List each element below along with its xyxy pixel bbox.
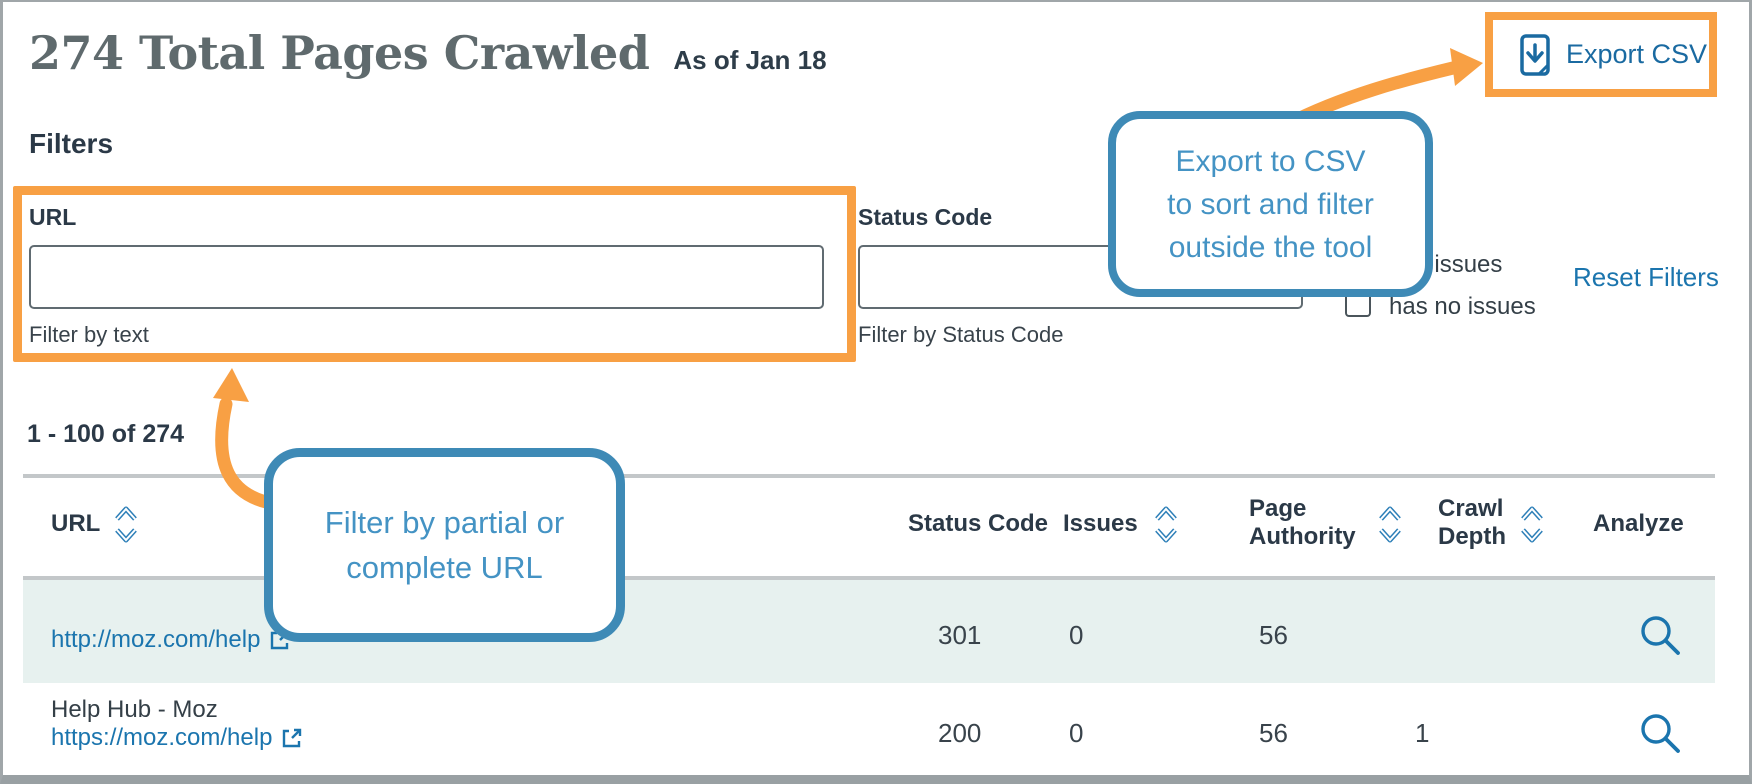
arrowhead-to-export <box>1450 48 1483 86</box>
cell-page-authority: 56 <box>1259 620 1288 650</box>
cell-crawl-depth: 1 <box>1415 718 1430 748</box>
magnifier-icon[interactable] <box>1635 610 1685 665</box>
url-filter-help: Filter by text <box>29 322 149 347</box>
arrowhead-to-url-filter <box>213 368 249 402</box>
url-filter-label: URL <box>29 204 77 230</box>
row-url-text: https://moz.com/help <box>51 724 273 751</box>
cell-issues: 0 <box>1069 718 1084 748</box>
row-page-title: Help Hub - Moz <box>51 696 218 723</box>
column-header-line1: Crawl <box>1438 495 1504 522</box>
as-of-date: As of Jan 18 <box>673 45 827 75</box>
column-header-page-authority[interactable]: Page Authority <box>1249 495 1356 551</box>
sort-chevrons-icon[interactable] <box>1377 504 1403 551</box>
cell-status-code: 200 <box>938 718 982 748</box>
file-download-icon <box>1517 32 1553 78</box>
export-csv-button[interactable]: Export CSV <box>1485 12 1717 97</box>
callout-line: outside the tool <box>1168 230 1373 264</box>
callout-export-csv: Export to CSV to sort and filter outside… <box>1108 111 1433 297</box>
row-url-link[interactable]: https://moz.com/help <box>51 724 303 752</box>
row-url-link[interactable]: http://moz.com/help <box>51 626 291 654</box>
export-csv-label: Export CSV <box>1566 39 1708 69</box>
column-header-issues[interactable]: Issues <box>1063 510 1138 537</box>
cell-issues: 0 <box>1069 620 1084 650</box>
callout-line: Filter by partial or <box>324 505 565 540</box>
callout-line: Export to CSV <box>1175 144 1366 178</box>
external-link-icon <box>280 727 303 750</box>
callout-line: complete URL <box>346 550 543 585</box>
column-header-analyze: Analyze <box>1593 510 1684 537</box>
table-header-divider <box>23 576 1715 580</box>
callout-line: to sort and filter <box>1167 187 1374 221</box>
column-header-line2: Depth <box>1438 523 1506 550</box>
column-header-line1: Page <box>1249 495 1307 522</box>
has-no-issues-label: has no issues <box>1389 293 1536 320</box>
status-filter-help: Filter by Status Code <box>858 322 1064 347</box>
table-row <box>23 683 1715 775</box>
reset-filters-link[interactable]: Reset Filters <box>1573 262 1719 292</box>
column-header-line2: Authority <box>1249 523 1356 550</box>
page-header: 274 Total Pages Crawled As of Jan 18 <box>29 26 827 80</box>
status-filter-label: Status Code <box>858 204 993 230</box>
url-filter-input[interactable] <box>29 245 824 309</box>
magnifier-icon[interactable] <box>1635 708 1685 763</box>
pagination-range: 1 - 100 of 274 <box>27 420 185 448</box>
sort-chevrons-icon[interactable] <box>1519 504 1545 551</box>
column-header-status-code: Status Code <box>908 510 1049 537</box>
cell-page-authority: 56 <box>1259 718 1288 748</box>
filters-heading: Filters <box>29 128 114 159</box>
row-url-text: http://moz.com/help <box>51 626 261 653</box>
column-header-url[interactable]: URL <box>51 510 101 537</box>
sort-chevrons-icon[interactable] <box>113 504 139 551</box>
sort-chevrons-icon[interactable] <box>1153 504 1179 551</box>
page-title: 274 Total Pages Crawled <box>29 26 650 80</box>
cell-status-code: 301 <box>938 620 982 650</box>
callout-filter-url: Filter by partial or complete URL <box>264 448 625 642</box>
column-header-crawl-depth[interactable]: Crawl Depth <box>1438 495 1506 551</box>
table-top-divider <box>23 474 1715 478</box>
